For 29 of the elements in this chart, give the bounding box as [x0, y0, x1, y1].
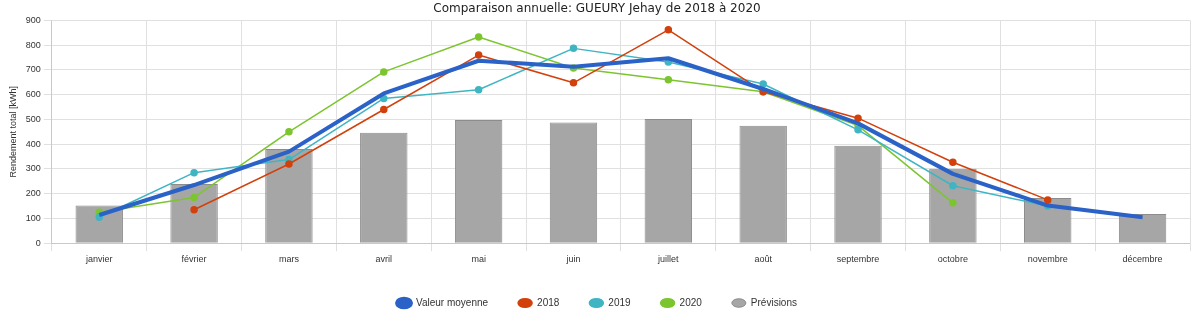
legend-label: 2018	[537, 296, 560, 308]
x-tick-label: mai	[471, 254, 486, 265]
x-tick-label: juin	[565, 254, 581, 265]
y-tick-label: 900	[25, 14, 41, 25]
legend-label: Prévisions	[750, 296, 797, 308]
y-tick-label: 300	[25, 163, 41, 174]
x-tick-label: novembre	[1027, 254, 1068, 265]
x-tick-label: octobre	[937, 254, 968, 265]
y-axis-title: Rendement total [kWh]	[7, 86, 18, 178]
legend-label: 2020	[679, 296, 703, 308]
x-tick-label: décembre	[1122, 254, 1163, 265]
x-tick-label: août	[754, 254, 773, 265]
x-tick-label: mars	[278, 254, 300, 265]
y-tick-label: 0	[35, 237, 41, 248]
x-tick-label: septembre	[836, 254, 880, 265]
x-tick-label: avril	[375, 254, 393, 265]
legend-label: Valeur moyenne	[416, 296, 489, 308]
y-tick-label: 600	[25, 89, 41, 100]
y-tick-label: 100	[25, 212, 41, 223]
y-tick-label: 200	[25, 188, 41, 199]
legend-label: 2019	[608, 296, 632, 308]
x-tick-label: janvier	[84, 254, 113, 265]
y-tick-label: 500	[25, 113, 41, 124]
y-tick-label: 800	[25, 39, 41, 50]
x-tick-label: février	[181, 254, 207, 265]
y-tick-label: 700	[25, 64, 41, 75]
chart-title: Comparaison annuelle: GUEURY Jehay de 2018 à 2020	[433, 1, 761, 16]
x-tick-label: juillet	[657, 254, 680, 265]
y-tick-label: 400	[25, 138, 41, 149]
